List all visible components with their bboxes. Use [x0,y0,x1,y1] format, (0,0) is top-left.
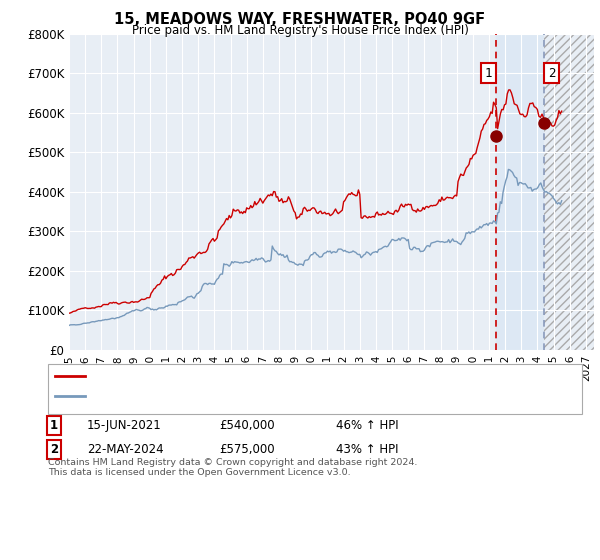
Text: 2: 2 [548,67,556,80]
Bar [496,34,544,350]
Text: 2: 2 [50,443,58,456]
Text: 15, MEADOWS WAY, FRESHWATER, PO40 9GF: 15, MEADOWS WAY, FRESHWATER, PO40 9GF [115,12,485,27]
Bar [544,34,594,350]
Text: 43% ↑ HPI: 43% ↑ HPI [336,443,398,456]
Text: 1: 1 [50,419,58,432]
Text: 15-JUN-2021: 15-JUN-2021 [87,419,162,432]
Text: Price paid vs. HM Land Registry's House Price Index (HPI): Price paid vs. HM Land Registry's House … [131,24,469,37]
Text: HPI: Average price, detached house, Isle of Wight: HPI: Average price, detached house, Isle… [90,391,361,401]
Text: 22-MAY-2024: 22-MAY-2024 [87,443,164,456]
Text: 46% ↑ HPI: 46% ↑ HPI [336,419,398,432]
Text: Contains HM Land Registry data © Crown copyright and database right 2024.
This d: Contains HM Land Registry data © Crown c… [48,458,418,477]
Text: 15, MEADOWS WAY, FRESHWATER, PO40 9GF (detached house): 15, MEADOWS WAY, FRESHWATER, PO40 9GF (d… [90,371,437,381]
Text: £540,000: £540,000 [219,419,275,432]
Text: £575,000: £575,000 [219,443,275,456]
Text: 1: 1 [484,67,492,80]
